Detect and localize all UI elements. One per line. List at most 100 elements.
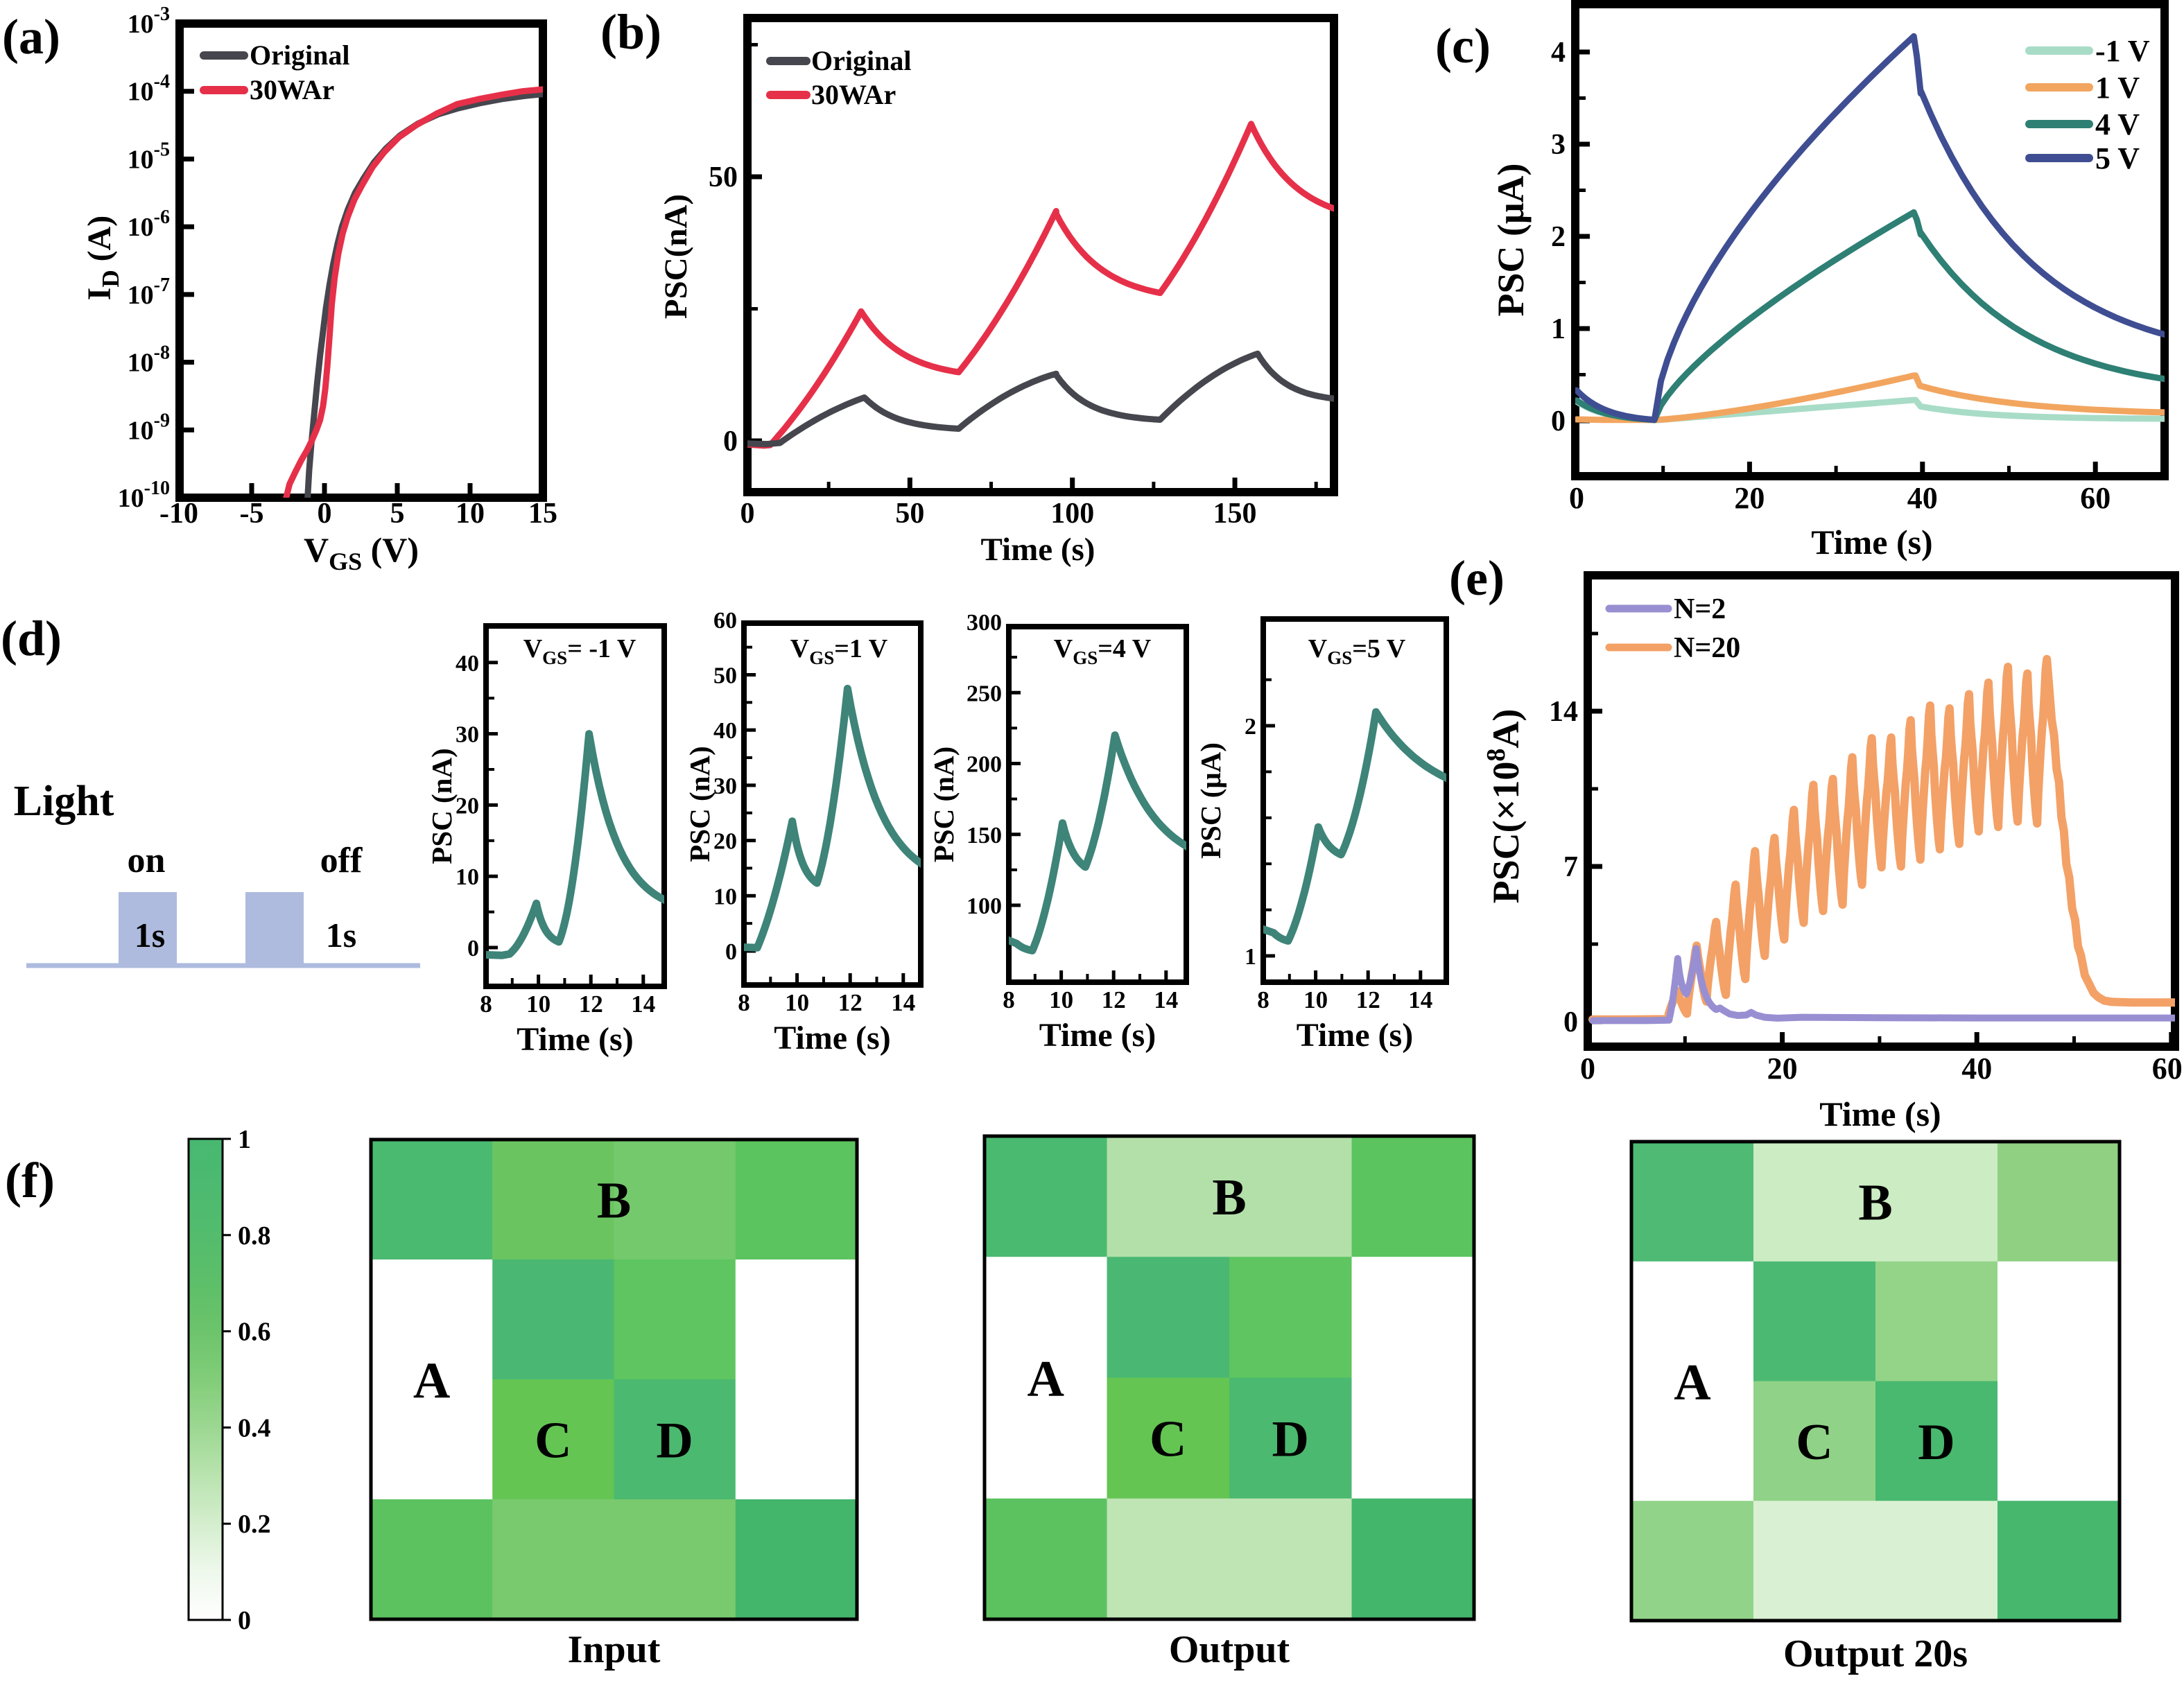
- svg-text:N=2: N=2: [1674, 593, 1726, 625]
- svg-text:10: 10: [456, 864, 479, 890]
- svg-text:Input: Input: [568, 1628, 661, 1671]
- svg-text:(c): (c): [1435, 18, 1491, 73]
- svg-text:20: 20: [1734, 481, 1765, 515]
- svg-text:2: 2: [1245, 714, 1256, 740]
- svg-text:0: 0: [1551, 406, 1566, 437]
- svg-text:PSC (nA): PSC (nA): [684, 746, 716, 862]
- svg-text:B: B: [1858, 1174, 1892, 1231]
- svg-text:10: 10: [456, 498, 485, 530]
- svg-text:D: D: [1272, 1411, 1309, 1468]
- svg-text:C: C: [1796, 1414, 1832, 1471]
- svg-text:PSC (nA): PSC (nA): [928, 747, 960, 862]
- svg-text:1: 1: [1245, 944, 1256, 970]
- svg-text:Time (s): Time (s): [1039, 1017, 1156, 1054]
- svg-text:(a): (a): [2, 9, 60, 64]
- svg-text:PSC (nA): PSC (nA): [426, 748, 458, 864]
- svg-text:0: 0: [740, 498, 755, 530]
- svg-text:300: 300: [967, 610, 1002, 636]
- svg-text:150: 150: [1213, 498, 1257, 530]
- svg-text:0: 0: [238, 1606, 251, 1635]
- svg-text:20: 20: [456, 793, 479, 819]
- svg-text:60: 60: [2080, 481, 2111, 515]
- svg-text:(b): (b): [600, 4, 661, 60]
- svg-text:100: 100: [967, 893, 1002, 919]
- svg-text:8: 8: [1257, 986, 1269, 1013]
- svg-text:0.6: 0.6: [238, 1318, 271, 1347]
- svg-text:8: 8: [738, 989, 750, 1016]
- svg-text:60: 60: [2152, 1052, 2183, 1085]
- svg-text:10: 10: [1049, 986, 1073, 1013]
- svg-text:D: D: [656, 1413, 693, 1470]
- svg-text:1s: 1s: [135, 916, 165, 954]
- svg-text:Light: Light: [14, 778, 114, 825]
- svg-text:14: 14: [891, 989, 915, 1016]
- svg-text:7: 7: [1563, 851, 1578, 883]
- svg-text:1: 1: [238, 1125, 251, 1154]
- svg-text:250: 250: [967, 681, 1002, 706]
- svg-text:C: C: [1150, 1411, 1186, 1468]
- svg-text:D: D: [1918, 1414, 1955, 1471]
- svg-text:Time (s): Time (s): [1811, 523, 1932, 561]
- svg-text:8: 8: [1003, 986, 1015, 1013]
- svg-text:Time (s): Time (s): [517, 1021, 633, 1058]
- svg-text:Time (s): Time (s): [1819, 1095, 1941, 1133]
- svg-text:PSC (μA): PSC (μA): [1490, 163, 1532, 316]
- svg-text:10-4: 10-4: [128, 71, 170, 107]
- svg-text:Original: Original: [811, 45, 911, 76]
- svg-text:10-7: 10-7: [128, 274, 170, 310]
- svg-text:50: 50: [709, 162, 738, 193]
- svg-text:0: 0: [1580, 1052, 1595, 1085]
- svg-text:50: 50: [895, 498, 924, 530]
- svg-text:5: 5: [390, 498, 405, 530]
- svg-text:Output 20s: Output 20s: [1783, 1632, 1968, 1675]
- svg-text:14: 14: [631, 991, 655, 1018]
- svg-text:20: 20: [1767, 1052, 1798, 1085]
- svg-text:10-9: 10-9: [128, 410, 170, 445]
- svg-text:0: 0: [467, 936, 479, 961]
- svg-text:30: 30: [456, 722, 479, 748]
- svg-text:14: 14: [1408, 986, 1432, 1013]
- svg-text:ID (A): ID (A): [81, 216, 124, 301]
- svg-text:off: off: [320, 841, 363, 880]
- svg-text:Original: Original: [250, 40, 349, 71]
- svg-text:40: 40: [713, 718, 737, 744]
- svg-text:30WAr: 30WAr: [811, 79, 896, 110]
- svg-text:B: B: [597, 1173, 631, 1230]
- svg-text:50: 50: [713, 663, 737, 689]
- svg-text:10-8: 10-8: [128, 342, 170, 378]
- svg-text:14: 14: [1154, 986, 1178, 1013]
- svg-text:VGS=1 V: VGS=1 V: [790, 634, 888, 668]
- svg-text:30WAr: 30WAr: [250, 74, 334, 105]
- svg-text:8: 8: [480, 991, 492, 1018]
- svg-text:PSC(×108A): PSC(×108A): [1482, 709, 1527, 904]
- svg-text:-5: -5: [240, 498, 264, 530]
- svg-text:VGS=5 V: VGS=5 V: [1308, 634, 1406, 668]
- svg-text:10-6: 10-6: [128, 207, 170, 242]
- svg-text:PSC (μA): PSC (μA): [1195, 742, 1227, 859]
- svg-text:4: 4: [1551, 37, 1566, 69]
- svg-text:0: 0: [318, 498, 332, 530]
- svg-text:1: 1: [1551, 313, 1566, 345]
- svg-text:150: 150: [967, 823, 1002, 848]
- svg-text:(e): (e): [1449, 550, 1505, 606]
- svg-text:14: 14: [1549, 696, 1578, 728]
- svg-text:PSC(nA): PSC(nA): [658, 194, 694, 319]
- svg-text:15: 15: [528, 498, 557, 530]
- svg-text:Time (s): Time (s): [981, 532, 1095, 568]
- svg-text:12: 12: [1356, 986, 1380, 1013]
- svg-text:A: A: [413, 1352, 450, 1409]
- svg-text:0: 0: [1563, 1006, 1578, 1038]
- svg-text:2: 2: [1551, 221, 1566, 253]
- svg-text:B: B: [1212, 1169, 1246, 1226]
- svg-text:VGS= -1 V: VGS= -1 V: [523, 634, 636, 668]
- svg-text:on: on: [128, 841, 166, 880]
- svg-text:0: 0: [725, 939, 737, 965]
- svg-text:-10: -10: [159, 498, 198, 530]
- svg-text:3: 3: [1551, 129, 1566, 161]
- svg-text:40: 40: [1961, 1052, 1992, 1085]
- svg-text:4 V: 4 V: [2095, 107, 2140, 141]
- svg-text:10: 10: [526, 991, 551, 1018]
- svg-text:0.2: 0.2: [238, 1510, 271, 1539]
- svg-text:12: 12: [838, 989, 863, 1016]
- svg-text:(d): (d): [1, 611, 62, 666]
